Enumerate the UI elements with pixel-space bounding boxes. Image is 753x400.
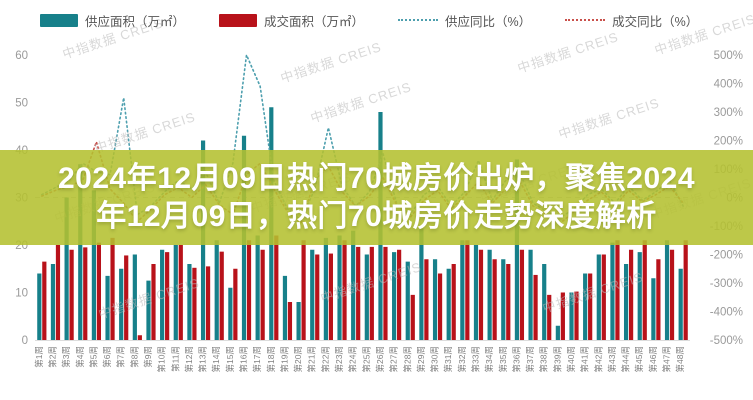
svg-text:第40周: 第40周 — [566, 346, 576, 372]
svg-text:第31周: 第31周 — [443, 346, 453, 372]
svg-text:第25周: 第25周 — [361, 346, 371, 372]
legend-item-supply-area[interactable]: 供应面积（万㎡） — [40, 11, 185, 30]
svg-text:60: 60 — [15, 50, 28, 62]
svg-text:第20周: 第20周 — [293, 346, 303, 372]
svg-text:-200%: -200% — [710, 250, 743, 262]
svg-text:第18周: 第18周 — [266, 346, 276, 372]
svg-text:第28周: 第28周 — [402, 346, 412, 372]
svg-text:第2周: 第2周 — [47, 346, 57, 368]
svg-text:第6周: 第6周 — [102, 346, 112, 368]
svg-text:第35周: 第35周 — [498, 346, 508, 372]
svg-text:第48周: 第48周 — [675, 346, 685, 372]
svg-text:第13周: 第13周 — [198, 346, 208, 372]
transaction-yoy-dotted-line-icon — [565, 19, 606, 21]
legend-label: 供应同比（%） — [445, 14, 532, 29]
svg-text:300%: 300% — [714, 107, 743, 119]
svg-text:0: 0 — [22, 335, 28, 347]
svg-text:第44周: 第44周 — [621, 346, 631, 372]
headline-line-1: 2024年12月09日热门70城房价出炉，聚焦2024 — [57, 161, 696, 195]
svg-text:第7周: 第7周 — [116, 346, 126, 368]
svg-text:200%: 200% — [714, 136, 743, 148]
svg-text:第29周: 第29周 — [416, 346, 426, 372]
svg-text:第19周: 第19周 — [279, 346, 289, 372]
svg-text:第41周: 第41周 — [580, 346, 590, 372]
svg-text:400%: 400% — [714, 79, 743, 91]
svg-text:第9周: 第9周 — [143, 346, 153, 368]
svg-text:第12周: 第12周 — [184, 346, 194, 372]
svg-text:第16周: 第16周 — [239, 346, 249, 372]
svg-text:第47周: 第47周 — [662, 346, 672, 372]
svg-text:500%: 500% — [714, 50, 743, 62]
svg-text:10: 10 — [15, 288, 28, 300]
svg-text:第26周: 第26周 — [375, 346, 385, 372]
svg-text:第14周: 第14周 — [211, 346, 221, 372]
svg-text:50: 50 — [15, 98, 28, 110]
svg-text:第33周: 第33周 — [470, 346, 480, 372]
svg-text:第36周: 第36周 — [511, 346, 521, 372]
svg-text:第1周: 第1周 — [34, 346, 44, 368]
chart-legend: 供应面积（万㎡） 成交面积（万㎡） 供应同比（%） 成交同比（%） — [40, 8, 743, 32]
svg-text:第17周: 第17周 — [252, 346, 262, 372]
svg-text:第15周: 第15周 — [225, 346, 235, 372]
svg-text:-400%: -400% — [710, 307, 743, 319]
svg-text:第32周: 第32周 — [457, 346, 467, 372]
svg-text:第11周: 第11周 — [170, 346, 180, 372]
headline-banner: 2024年12月09日热门70城房价出炉，聚焦2024 年12月09日，热门70… — [0, 150, 753, 245]
svg-text:第39周: 第39周 — [552, 346, 562, 372]
svg-text:第5周: 第5周 — [88, 346, 98, 368]
svg-text:第34周: 第34周 — [484, 346, 494, 372]
legend-item-transaction-yoy[interactable]: 成交同比（%） — [565, 11, 698, 30]
svg-text:第3周: 第3周 — [61, 346, 71, 368]
svg-text:-300%: -300% — [710, 278, 743, 290]
svg-text:-500%: -500% — [710, 335, 743, 347]
svg-text:第8周: 第8周 — [129, 346, 139, 368]
svg-text:第21周: 第21周 — [307, 346, 317, 372]
legend-label: 成交面积（万㎡） — [264, 14, 365, 29]
svg-text:第23周: 第23周 — [334, 346, 344, 372]
svg-text:第22周: 第22周 — [320, 346, 330, 372]
svg-text:第27周: 第27周 — [389, 346, 399, 372]
legend-item-supply-yoy[interactable]: 供应同比（%） — [398, 11, 531, 30]
transaction-area-swatch-icon — [219, 13, 258, 27]
svg-text:第45周: 第45周 — [634, 346, 644, 372]
svg-text:第38周: 第38周 — [539, 346, 549, 372]
supply-area-swatch-icon — [40, 13, 78, 27]
svg-text:第24周: 第24周 — [348, 346, 358, 372]
svg-text:第42周: 第42周 — [593, 346, 603, 372]
svg-text:第4周: 第4周 — [75, 346, 85, 368]
legend-label: 成交同比（%） — [612, 14, 699, 29]
legend-label: 供应面积（万㎡） — [85, 14, 186, 29]
legend-item-transaction-area[interactable]: 成交面积（万㎡） — [219, 11, 364, 30]
headline-line-2: 年12月09日，热门70城房价走势深度解析 — [96, 199, 657, 233]
supply-yoy-dotted-line-icon — [398, 19, 439, 21]
svg-text:第30周: 第30周 — [430, 346, 440, 372]
svg-text:第46周: 第46周 — [648, 346, 658, 372]
svg-text:第37周: 第37周 — [525, 346, 535, 372]
svg-text:第10周: 第10周 — [157, 346, 167, 372]
svg-text:第43周: 第43周 — [607, 346, 617, 372]
